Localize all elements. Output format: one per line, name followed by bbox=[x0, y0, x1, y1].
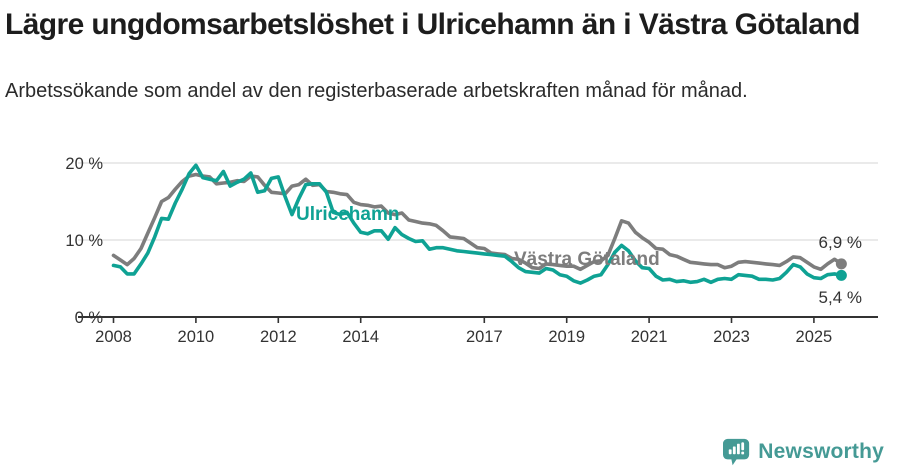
newsworthy-brand: Newsworthy bbox=[723, 437, 884, 466]
series-label-ulricehamn: Ulricehamn bbox=[296, 204, 399, 225]
brand-name-label: Newsworthy bbox=[758, 439, 884, 463]
end-dot-v-stra-g-taland bbox=[835, 258, 847, 270]
y-tick-label: 10 % bbox=[65, 232, 103, 250]
y-tick-label: 20 % bbox=[65, 155, 103, 173]
page-title: Lägre ungdomsarbetslöshet i Ulricehamn ä… bbox=[5, 8, 860, 41]
end-dot-ulricehamn bbox=[835, 269, 847, 281]
end-value-label-ulricehamn: 5,4 % bbox=[819, 288, 862, 307]
series-label-v-stra-g-taland: Västra Götaland bbox=[514, 249, 660, 270]
chart-subtitle: Arbetssökande som andel av den registerb… bbox=[5, 80, 748, 102]
unemployment-line-chart: 0 %10 %20 %Västra GötalandUlricehamn6,9 … bbox=[65, 155, 878, 346]
x-tick-label: 2010 bbox=[178, 328, 215, 346]
x-tick-label: 2008 bbox=[95, 328, 132, 346]
newsworthy-logo-icon bbox=[723, 438, 750, 466]
x-tick-label: 2012 bbox=[260, 328, 297, 346]
x-tick-label: 2021 bbox=[631, 328, 668, 346]
series-line-ulricehamn bbox=[111, 163, 844, 285]
chart-header: Lägre ungdomsarbetslöshet i Ulricehamn ä… bbox=[0, 0, 900, 104]
x-tick-label: 2014 bbox=[342, 328, 379, 346]
x-tick-label: 2019 bbox=[548, 328, 585, 346]
x-tick-label: 2025 bbox=[796, 328, 833, 346]
series-line-v-stra-g-taland bbox=[111, 172, 844, 272]
x-tick-label: 2023 bbox=[713, 328, 750, 346]
x-tick-label: 2017 bbox=[466, 328, 503, 346]
end-value-label-v-stra-g-taland: 6,9 % bbox=[819, 233, 862, 252]
